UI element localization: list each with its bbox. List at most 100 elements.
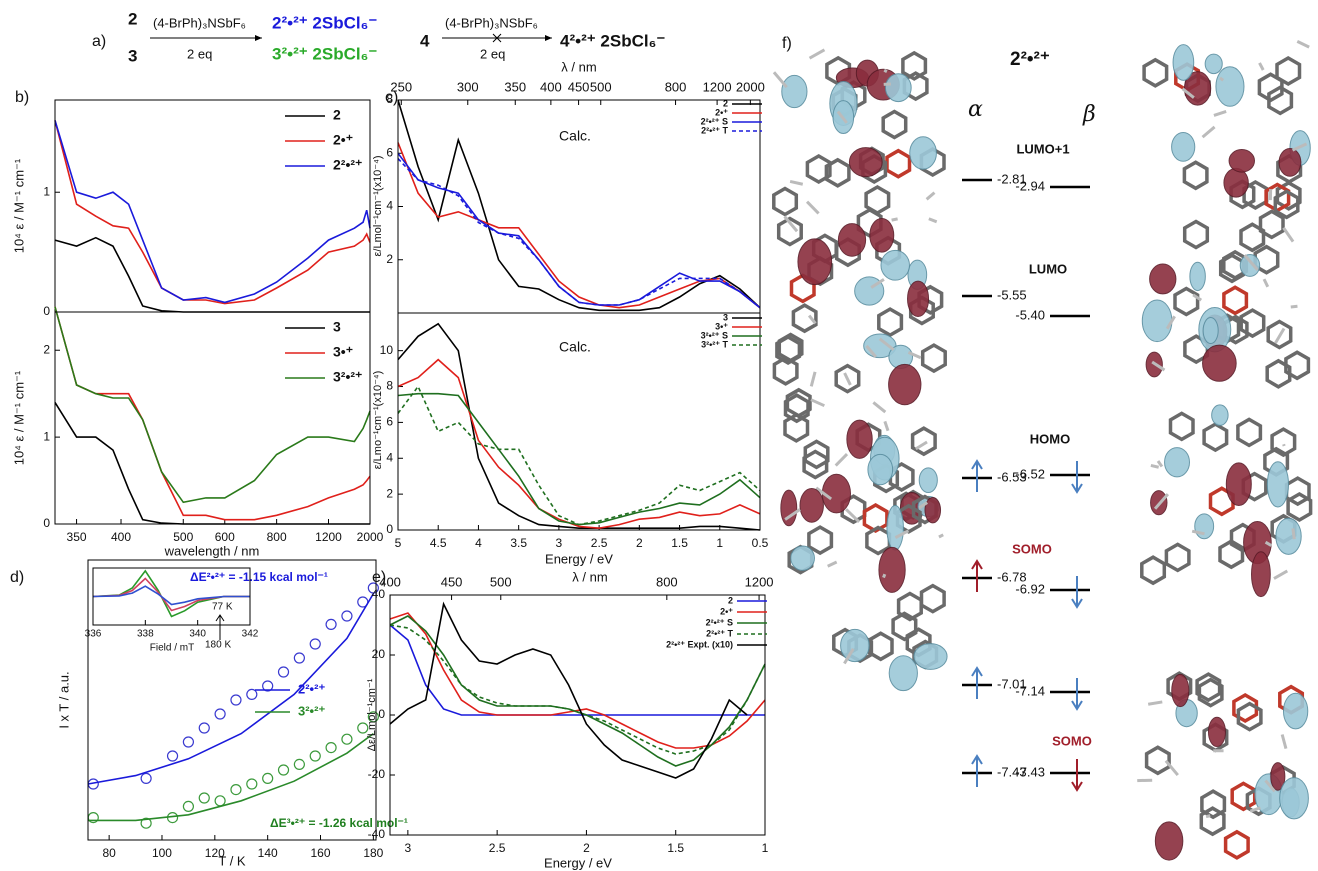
- ring: [1197, 677, 1224, 708]
- panel-label: f): [782, 35, 792, 52]
- data-point: [357, 722, 369, 734]
- product: 2²•²⁺ 2SbCl₆⁻: [272, 13, 377, 32]
- reagent-eq: 2 eq: [187, 46, 212, 61]
- data-point: [277, 666, 290, 678]
- data-line: [397, 158, 761, 309]
- orbital-lobe: [1171, 673, 1190, 708]
- orbital-lobe: [1211, 404, 1229, 426]
- bond: [883, 68, 888, 73]
- orbital-lobe: [1275, 517, 1302, 555]
- annotation: ΔE³•²⁺ = -1.26 kcal mol⁻¹: [270, 816, 408, 830]
- data-line: [87, 593, 375, 785]
- top-axis-label: λ / nm: [561, 59, 596, 74]
- annotation: Calc.: [559, 128, 591, 144]
- data-line: [397, 322, 761, 531]
- x-axis-label: Energy / eV: [545, 551, 613, 566]
- orbital-lobe: [1228, 149, 1255, 173]
- bond: [1181, 87, 1195, 99]
- ring: [824, 157, 851, 188]
- x-tick-label: 180: [363, 846, 383, 860]
- data-line: [54, 401, 370, 525]
- bond: [808, 48, 826, 60]
- ring: [891, 611, 918, 642]
- x-tick-label: 1: [716, 536, 723, 550]
- bond: [1274, 327, 1286, 345]
- orbital-lobe: [1204, 53, 1223, 75]
- spin-down: [1071, 461, 1083, 494]
- legend-label: 2•⁺: [720, 606, 733, 616]
- x-tick-label: 2.5: [489, 841, 506, 855]
- energy-value: -7.43: [997, 764, 1027, 779]
- ring: [1284, 350, 1311, 381]
- orbital-lobe: [1279, 777, 1309, 820]
- spin-down: [1071, 576, 1083, 609]
- spin-up: [971, 459, 983, 492]
- data-point: [230, 783, 242, 796]
- ring: [862, 502, 889, 534]
- legend-label: 3•⁺: [333, 344, 353, 360]
- orbital-lobe: [1171, 131, 1196, 162]
- top-tick-label: 250: [390, 79, 412, 94]
- data-line: [397, 142, 761, 309]
- orbital-lobe: [846, 419, 873, 459]
- top-tick-label: 800: [656, 574, 678, 589]
- y-tick-label: 10: [380, 343, 394, 357]
- bond: [810, 398, 825, 408]
- bond: [834, 453, 849, 467]
- y-tick-label: 1: [43, 184, 50, 198]
- orbital-lobe: [907, 280, 930, 318]
- data-point: [246, 688, 258, 701]
- ring: [834, 363, 861, 394]
- orbital-lobe: [884, 73, 912, 103]
- top-tick-label: 400: [540, 79, 562, 94]
- bond: [1290, 304, 1298, 309]
- bond: [1291, 528, 1296, 540]
- bond: [1219, 76, 1225, 82]
- ring: [1195, 672, 1222, 703]
- x-tick-label: 0.5: [752, 536, 769, 550]
- orbital-lobe: [888, 655, 918, 692]
- bond: [1165, 315, 1176, 330]
- bond: [870, 278, 885, 289]
- x-tick-label: 100: [152, 846, 172, 860]
- data-line: [88, 732, 374, 822]
- orbital-lobe: [1141, 299, 1173, 343]
- x-tick-label: 2000: [357, 530, 384, 544]
- molecule-render: [1142, 39, 1311, 240]
- spin-up: [971, 754, 983, 787]
- reagent: (4-BrPh)₃NSbF₆: [153, 15, 246, 30]
- legend-label: 2: [723, 98, 728, 108]
- bond: [827, 560, 838, 568]
- chart: 0 1 2 350 400 500 600 800 1200 2000 3 3•⁺ 3²•²⁺ 10⁴ ε…: [11, 306, 384, 558]
- orbital-lobe: [886, 505, 904, 551]
- ring: [1232, 692, 1259, 724]
- data-point: [367, 582, 379, 594]
- y-tick-label: 0: [43, 304, 50, 318]
- spin-up: [971, 559, 983, 592]
- ring: [807, 525, 834, 556]
- orbital-lobe: [924, 496, 942, 524]
- orbital-name: LUMO+1: [1016, 141, 1069, 156]
- ring: [1144, 745, 1171, 776]
- product: 4²•²⁺ 2SbCl₆⁻: [560, 31, 665, 50]
- chart: 336 338 340 342 Field / mT 77 K 180 K: [85, 567, 259, 654]
- top-tick-label: 350: [504, 79, 526, 94]
- bond: [805, 200, 820, 215]
- energy-value: -5.55: [997, 287, 1027, 302]
- ring: [1164, 542, 1191, 573]
- bond: [907, 350, 922, 360]
- data-point: [325, 618, 337, 631]
- orbital-lobe: [1215, 66, 1245, 107]
- chart: 80 100 120 140 160 180 2²•²⁺ 3²•²⁺ d) I x T / a.u…: [10, 559, 408, 868]
- panel-label: b): [15, 89, 29, 106]
- ring: [1275, 55, 1302, 87]
- top-tick-label: 2000: [736, 79, 765, 94]
- ring: [1266, 319, 1293, 350]
- orbital-lobe: [869, 218, 895, 253]
- data-line: [54, 306, 371, 521]
- orbital-lobe: [1239, 253, 1261, 277]
- data-line: [389, 612, 766, 749]
- bond: [1296, 39, 1310, 49]
- plot-frame: [54, 99, 371, 313]
